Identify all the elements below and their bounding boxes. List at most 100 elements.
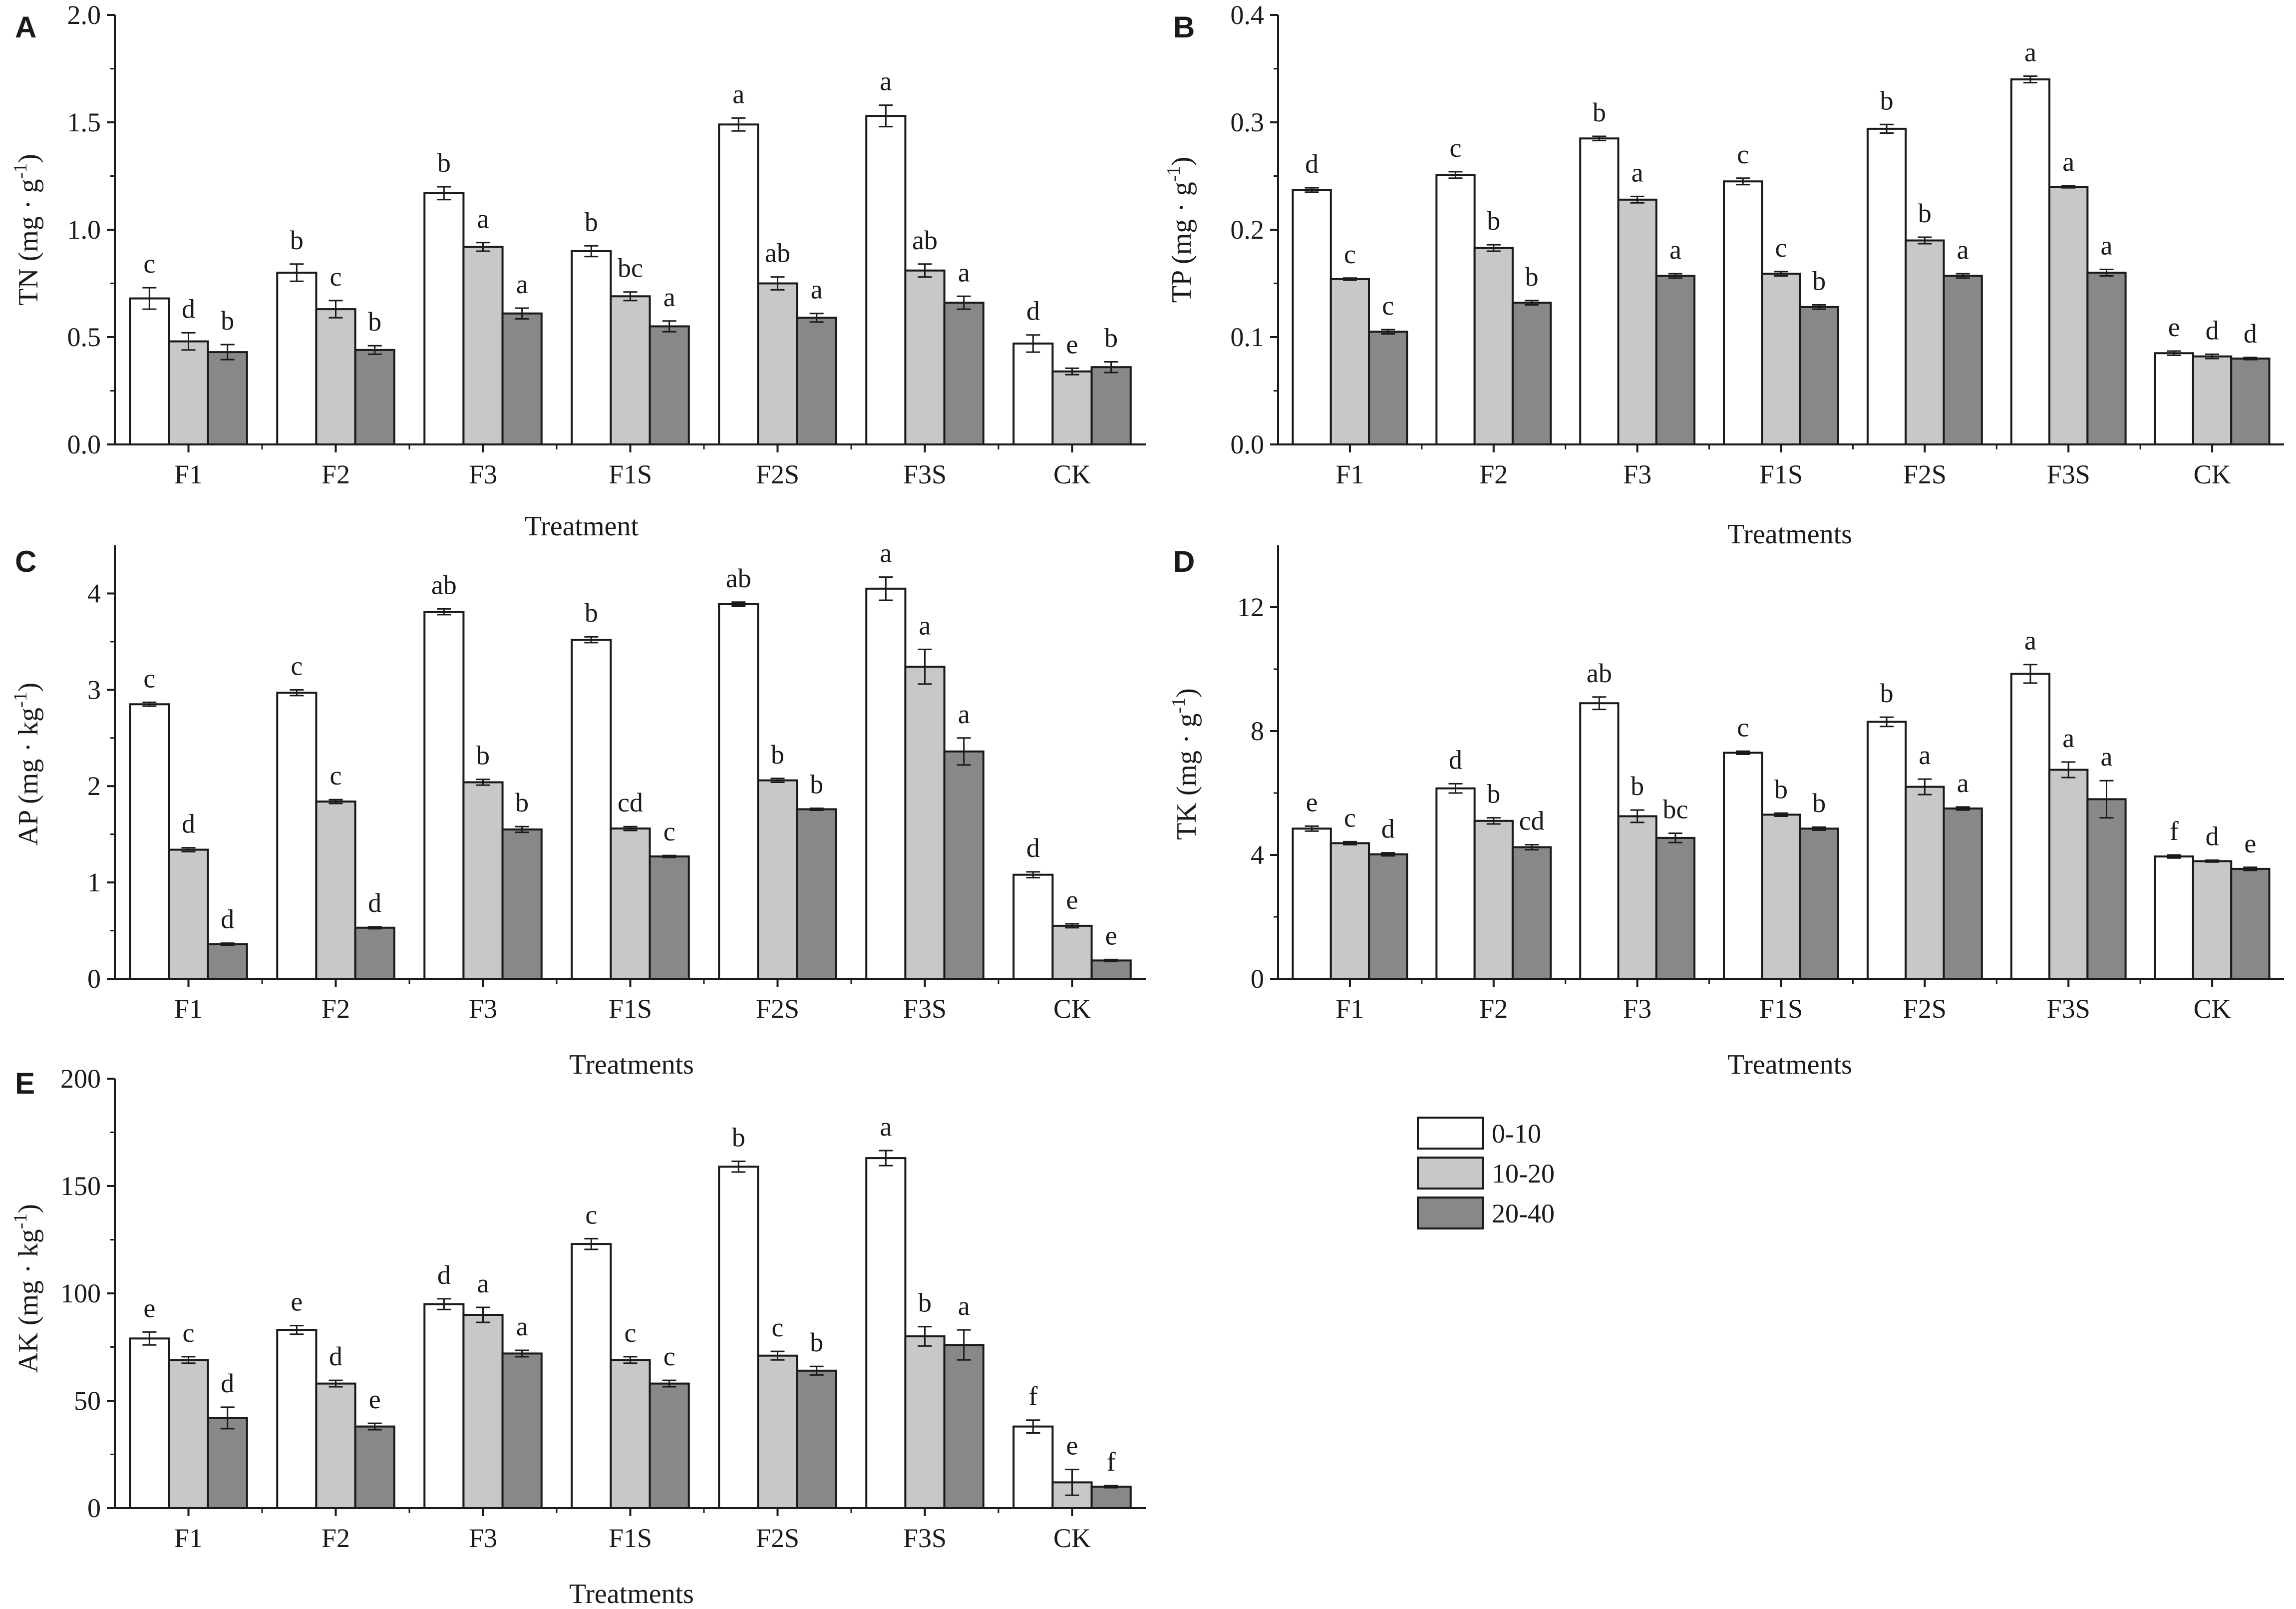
significance-letter: a (732, 79, 744, 109)
x-tick-label: CK (1053, 1523, 1091, 1553)
bar (462, 246, 504, 445)
bar (865, 1157, 907, 1510)
x-tick-label: F2 (1479, 994, 1508, 1024)
y-tick-label: 3 (87, 675, 101, 705)
y-tick-label: 12 (1237, 592, 1264, 622)
significance-letter: e (291, 1287, 303, 1317)
y-tick-label: 0.1 (1231, 322, 1265, 352)
bar (1012, 342, 1054, 446)
x-tick-label: F1 (174, 459, 203, 489)
significance-letter: b (290, 225, 304, 255)
bar (571, 639, 612, 980)
x-axis-label: Treatments (569, 1579, 694, 1609)
bar (571, 1243, 612, 1510)
y-tick-label: 150 (60, 1171, 101, 1201)
significance-letter: b (810, 770, 823, 800)
bar (501, 1352, 543, 1509)
y-tick-label: 0.2 (1231, 215, 1265, 245)
x-tick-label: F2S (1903, 994, 1947, 1024)
bar (2010, 673, 2051, 980)
bar (276, 1329, 318, 1510)
y-tick-label: 2.0 (67, 0, 101, 30)
bar (354, 926, 395, 980)
significance-letter: a (2024, 37, 2036, 67)
y-tick-label: 0.5 (67, 322, 101, 352)
significance-letter: a (1957, 235, 1969, 265)
bar (757, 779, 798, 980)
bar (1012, 1425, 1054, 1510)
bar (2192, 355, 2233, 446)
y-tick-label: 1.0 (67, 215, 101, 245)
bar (718, 603, 759, 980)
y-tick-label: 0.3 (1231, 107, 1265, 137)
significance-letter: c (183, 1318, 195, 1348)
bar (1866, 127, 1907, 445)
significance-letter: a (2024, 626, 2036, 656)
significance-letter: a (958, 699, 970, 729)
bar (649, 1382, 690, 1510)
bar (168, 340, 209, 445)
x-tick-label: F3 (469, 994, 497, 1024)
significance-letter: c (1775, 233, 1787, 263)
bar (1051, 924, 1093, 980)
significance-letter: b (1487, 206, 1500, 236)
bar (1473, 819, 1514, 980)
x-tick-label: F1 (174, 994, 203, 1024)
bar (354, 1425, 395, 1510)
panel-letter: B (1173, 10, 1195, 44)
bar (796, 317, 837, 445)
bar (423, 1303, 465, 1509)
bar (501, 828, 543, 980)
significance-letter: a (477, 204, 489, 234)
significance-letter: b (771, 740, 784, 770)
legend-label-10-20: 10-20 (1492, 1159, 1555, 1189)
x-tick-label: F1 (1335, 459, 1364, 489)
bar (1090, 366, 1132, 446)
significance-letter: c (143, 663, 155, 693)
bar (1090, 959, 1132, 980)
significance-letter: d (2206, 821, 2219, 851)
bar (462, 781, 504, 980)
x-tick-label: F3S (903, 459, 947, 489)
legend-label-0-10: 0-10 (1492, 1119, 1541, 1149)
significance-letter: e (1306, 787, 1318, 817)
significance-letter: c (330, 262, 342, 292)
bar (2048, 186, 2089, 445)
significance-letter: cd (1519, 806, 1545, 836)
bar (207, 351, 248, 445)
x-tick-label: F1S (609, 1523, 652, 1553)
x-tick-label: F1S (609, 459, 652, 489)
significance-letter: b (585, 207, 598, 237)
bar (718, 123, 759, 446)
significance-letter: c (330, 761, 342, 791)
significance-letter: c (291, 651, 303, 681)
significance-letter: b (1104, 323, 1118, 353)
significance-letter: f (2170, 816, 2179, 846)
bar (757, 1354, 798, 1509)
significance-letter: c (1382, 291, 1394, 321)
significance-letter: a (1919, 740, 1931, 770)
significance-letter: b (1593, 97, 1606, 127)
significance-letter: f (1107, 1447, 1116, 1477)
significance-letter: c (772, 1312, 784, 1342)
y-tick-label: 0.0 (67, 429, 101, 459)
bar (571, 250, 612, 445)
significance-letter: c (1450, 133, 1462, 163)
x-tick-label: F1S (1759, 459, 1803, 489)
x-tick-label: F3 (1623, 459, 1651, 489)
significance-letter: c (585, 1200, 597, 1229)
bar (2230, 867, 2271, 980)
significance-letter: d (221, 1368, 234, 1398)
y-tick-label: 4 (1251, 840, 1264, 870)
y-axis-label: AK (mg · kg-1) (10, 1204, 44, 1373)
bar (276, 272, 318, 445)
significance-letter: b (1880, 678, 1894, 708)
bar (1799, 827, 1839, 980)
significance-letter: a (2062, 147, 2074, 177)
x-tick-label: F2S (756, 459, 799, 489)
bar (610, 827, 651, 980)
significance-letter: b (221, 306, 234, 336)
bar (2192, 860, 2233, 980)
